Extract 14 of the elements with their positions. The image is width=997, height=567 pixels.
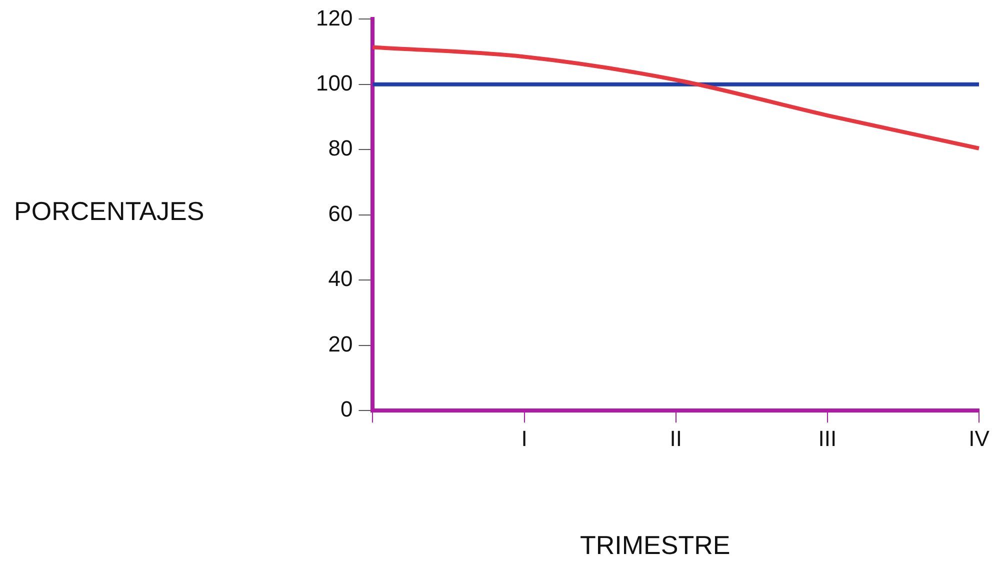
y-tick-label: 0 [340, 396, 353, 422]
line-series [370, 45, 981, 150]
y-tick-label: 120 [316, 5, 353, 30]
y-tick-label: 60 [328, 200, 353, 226]
y-tick-label: 40 [328, 266, 353, 292]
x-axis-title: TRIMESTRE [580, 530, 730, 561]
y-tick-label: 100 [316, 70, 353, 96]
x-tick-label: III [818, 426, 837, 451]
y-tick-label: 20 [328, 331, 353, 356]
x-tick-label: II [670, 426, 682, 451]
y-tick-label: 80 [328, 136, 353, 161]
y-axis-title: PORCENTAJES [14, 196, 204, 227]
x-tick-label: I [521, 426, 528, 451]
x-tick-label: IV [968, 426, 990, 451]
